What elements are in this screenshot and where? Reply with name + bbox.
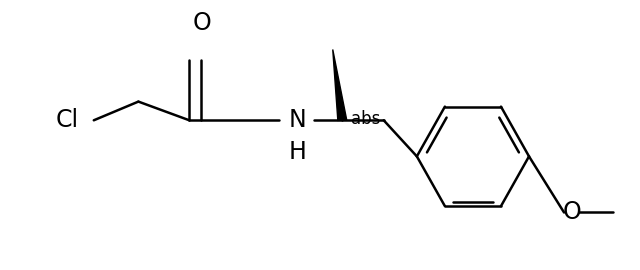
Text: N: N <box>288 108 306 132</box>
Text: H: H <box>288 140 306 164</box>
Polygon shape <box>333 49 347 120</box>
Text: abs: abs <box>351 110 380 128</box>
Text: Cl: Cl <box>56 108 79 132</box>
Text: O: O <box>193 11 211 35</box>
Text: O: O <box>563 201 581 224</box>
